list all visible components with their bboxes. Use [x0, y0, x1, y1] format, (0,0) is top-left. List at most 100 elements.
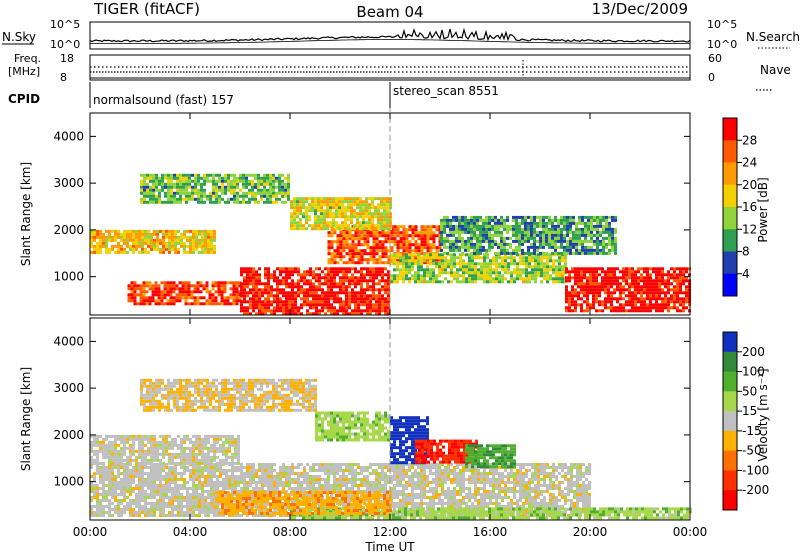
heatmap-cell: [139, 290, 143, 294]
heatmap-cell: [174, 472, 177, 475]
heatmap-cell: [102, 235, 105, 239]
heatmap-cell: [311, 206, 314, 210]
heatmap-cell: [384, 231, 388, 235]
heatmap-cell: [342, 300, 345, 304]
heatmap-cell: [476, 218, 479, 222]
heatmap-cell: [592, 276, 595, 280]
heatmap-cell: [578, 221, 581, 225]
heatmap-cell: [258, 291, 261, 295]
heatmap-cell: [255, 306, 258, 310]
heatmap-cell: [159, 481, 162, 484]
heatmap-cell: [213, 508, 216, 511]
heatmap-cell: [153, 466, 156, 469]
heatmap-cell: [592, 282, 595, 286]
heatmap-cell: [130, 281, 134, 285]
heatmap-cell: [296, 206, 299, 210]
heatmap-cell: [336, 249, 340, 253]
heatmap-cell: [540, 262, 543, 266]
heatmap-cell: [616, 279, 619, 283]
heatmap-cell: [105, 493, 108, 496]
heatmap-cell: [242, 194, 245, 198]
heatmap-cell: [354, 261, 358, 265]
heatmap-cell: [342, 234, 346, 238]
heatmap-cell: [593, 215, 596, 219]
heatmap-cell: [387, 276, 390, 280]
heatmap-cell: [267, 267, 270, 271]
heatmap-cell: [519, 268, 522, 272]
heatmap-cell: [126, 478, 129, 481]
heatmap-cell: [486, 256, 489, 260]
heatmap-cell: [667, 291, 670, 295]
heatmap-cell: [146, 191, 149, 195]
heatmap-cell: [150, 514, 153, 517]
heatmap-cell: [261, 484, 264, 487]
heatmap-cell: [275, 194, 278, 198]
heatmap-cell: [426, 237, 430, 241]
heatmap-cell: [269, 182, 272, 186]
heatmap-cell: [147, 235, 150, 239]
heatmap-cell: [267, 291, 270, 295]
heatmap-cell: [281, 179, 284, 183]
heatmap-cell: [667, 309, 670, 313]
heatmap-cell: [176, 179, 179, 183]
heatmap-cell: [127, 296, 131, 300]
heatmap-cell: [102, 475, 105, 478]
heatmap-cell: [571, 294, 574, 298]
heatmap-cell: [207, 466, 210, 469]
heatmap-cell: [350, 215, 353, 219]
heatmap-cell: [608, 224, 611, 228]
heatmap-cell: [333, 300, 336, 304]
heatmap-cell: [375, 237, 379, 241]
heatmap-cell: [685, 297, 688, 301]
heatmap-cell: [679, 276, 682, 280]
heatmap-cell: [141, 475, 144, 478]
heatmap-cell: [515, 245, 518, 249]
heatmap-cell: [372, 258, 376, 262]
heatmap-cell: [580, 285, 583, 289]
heatmap-cell: [363, 294, 366, 298]
heatmap-cell: [387, 297, 390, 301]
heatmap-cell: [368, 212, 371, 216]
heatmap-cell: [486, 280, 489, 284]
heatmap-cell: [347, 209, 350, 213]
heatmap-cell: [156, 466, 159, 469]
heatmap-cell: [183, 241, 186, 245]
heatmap-cell: [213, 493, 216, 496]
heatmap-cell: [347, 200, 350, 204]
heatmap-cell: [129, 505, 132, 508]
heatmap-cell: [372, 294, 375, 298]
heatmap-cell: [420, 274, 423, 278]
heatmap-cell: [132, 475, 135, 478]
heatmap-cell: [670, 294, 673, 298]
heatmap-cell: [652, 303, 655, 307]
heatmap-cell: [197, 200, 200, 204]
heatmap-cell: [533, 242, 536, 246]
heatmap-cell: [378, 303, 381, 307]
heatmap-cell: [610, 282, 613, 286]
heatmap-cell: [132, 466, 135, 469]
heatmap-cell: [213, 481, 216, 484]
heatmap-cell: [168, 484, 171, 487]
heatmap-cell: [378, 246, 382, 250]
heatmap-cell: [667, 273, 670, 277]
heatmap-cell: [93, 475, 96, 478]
heatmap-cell: [264, 469, 267, 472]
heatmap-cell: [327, 297, 330, 301]
heatmap-cell: [202, 284, 206, 288]
heatmap-cell: [302, 212, 305, 216]
heatmap-cell: [315, 288, 318, 292]
heatmap-cell: [220, 296, 224, 300]
heatmap-cell: [643, 306, 646, 310]
heatmap-cell: [568, 303, 571, 307]
heatmap-cell: [102, 241, 105, 245]
heatmap-cell: [375, 234, 379, 238]
heatmap-cell: [252, 267, 255, 271]
heatmap-cell: [186, 514, 189, 517]
heatmap-cell: [534, 268, 537, 272]
heatmap-cell: [452, 230, 455, 234]
heatmap-cell: [498, 274, 501, 278]
cpid-label: CPID: [8, 92, 40, 106]
heatmap-cell: [348, 282, 351, 286]
heatmap-cell: [366, 303, 369, 307]
heatmap-cell: [148, 299, 152, 303]
